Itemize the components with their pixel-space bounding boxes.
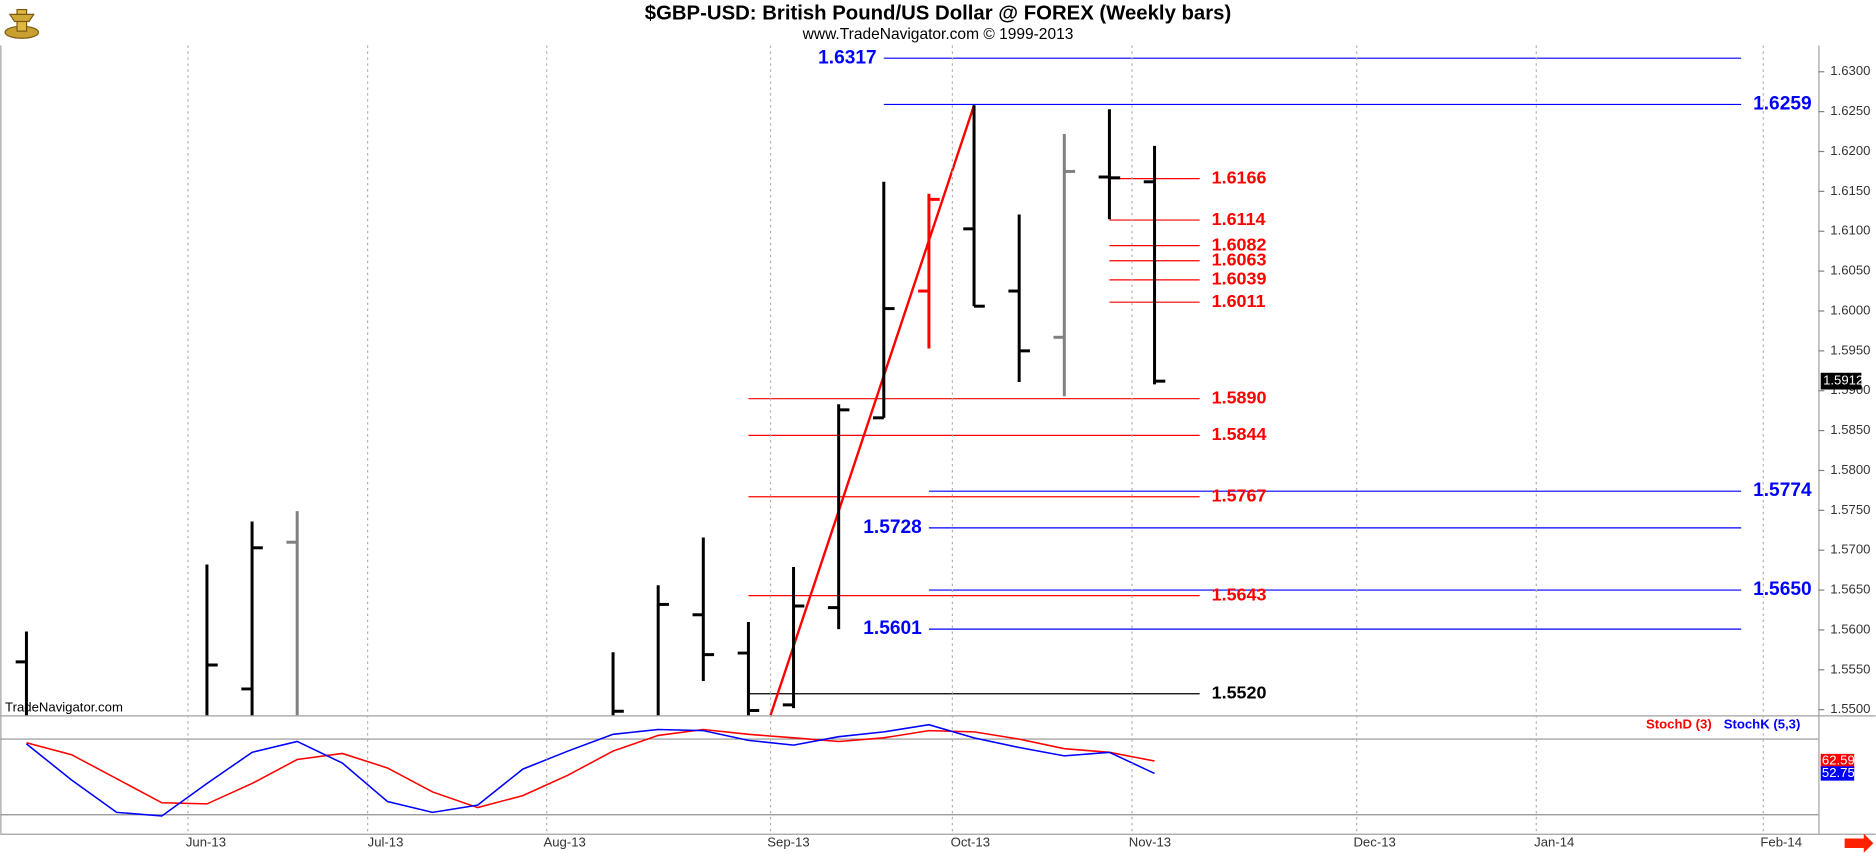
y-tick-label: 1.6100 — [1830, 223, 1870, 238]
y-tick-label: 1.6150 — [1830, 183, 1870, 198]
watermark: TradeNavigator.com — [5, 700, 123, 715]
level-label: 1.6011 — [1212, 291, 1266, 311]
level-label: 1.6114 — [1212, 209, 1266, 229]
level-label: 1.5890 — [1212, 387, 1267, 407]
level-label: 1.6082 — [1212, 234, 1267, 254]
overlay: 1.5500 1.5550 1.5600 1.5650 1.5700 1.5750 1.58… — [186, 45, 1870, 850]
stoch-line — [26, 728, 1155, 809]
y-tick-label: 1.6050 — [1830, 263, 1870, 278]
level-label: 1.5767 — [1212, 486, 1267, 506]
level-label: 1.5643 — [1212, 584, 1267, 604]
level-label: 1.6063 — [1212, 249, 1267, 269]
y-tick-label: 1.6250 — [1830, 103, 1870, 118]
chart-subtitle: www.TradeNavigator.com © 1999-2013 — [802, 26, 1074, 43]
last-value-label: 52.75 — [1822, 765, 1855, 780]
x-tick-label: Dec-13 — [1353, 835, 1395, 850]
last-price-box — [1820, 372, 1862, 390]
y-tick-label: 1.5800 — [1830, 462, 1870, 477]
level-label: 1.6166 — [1212, 167, 1267, 187]
y-tick-label: 1.6200 — [1830, 143, 1870, 158]
level-label: 1.5774 — [1753, 480, 1812, 501]
x-tick-label: Oct-13 — [951, 835, 990, 850]
x-tick-label: Aug-13 — [543, 835, 585, 850]
last-value-label: 62.59 — [1822, 753, 1855, 768]
x-tick-label: Feb-14 — [1760, 835, 1802, 850]
y-tick-label: 1.5700 — [1830, 542, 1870, 557]
last-value-box — [1820, 766, 1855, 781]
stoch-line — [25, 723, 1155, 817]
y-tick-label: 1.5750 — [1830, 502, 1870, 517]
y-tick-label: 1.5950 — [1830, 342, 1870, 357]
chart-title: $GBP-USD: British Pound/US Dollar @ FORE… — [645, 3, 1231, 25]
level-label: 1.5728 — [863, 517, 922, 538]
level-label: 1.5520 — [1212, 682, 1267, 702]
scroll-arrow[interactable] — [1844, 833, 1874, 853]
x-tick-label: Jun-13 — [186, 835, 226, 850]
level-label: 1.6259 — [1753, 94, 1812, 115]
legend-entry: StochD (3) — [1646, 716, 1712, 731]
level-label: 1.5601 — [863, 618, 922, 639]
logo — [4, 8, 40, 39]
level-label: 1.6039 — [1212, 269, 1267, 289]
level-label: 1.6317 — [818, 47, 877, 68]
x-tick-label: Jan-14 — [1534, 835, 1574, 850]
y-tick-label: 1.5650 — [1830, 582, 1870, 597]
price-panel — [15, 57, 1742, 716]
trend-line — [769, 104, 976, 716]
legend-entry: StochK (5,3) — [1724, 716, 1801, 731]
y-tick-label: 1.6300 — [1830, 63, 1870, 78]
y-tick-label: 1.5600 — [1830, 621, 1870, 636]
stoch-panel — [0, 723, 1819, 817]
last-value-box — [1820, 753, 1855, 769]
level-label: 1.5650 — [1753, 579, 1812, 600]
x-tick-label: Sep-13 — [767, 835, 809, 850]
level-label: 1.5844 — [1212, 424, 1267, 444]
y-tick-label: 1.5850 — [1830, 422, 1870, 437]
last-price-label: 1.5912 — [1823, 373, 1863, 388]
y-tick-label: 1.5550 — [1830, 661, 1870, 676]
x-tick-label: Jul-13 — [368, 835, 404, 850]
x-tick-label: Nov-13 — [1129, 835, 1171, 850]
y-tick-label: 1.5500 — [1830, 701, 1870, 716]
y-tick-label: 1.6000 — [1830, 302, 1870, 317]
